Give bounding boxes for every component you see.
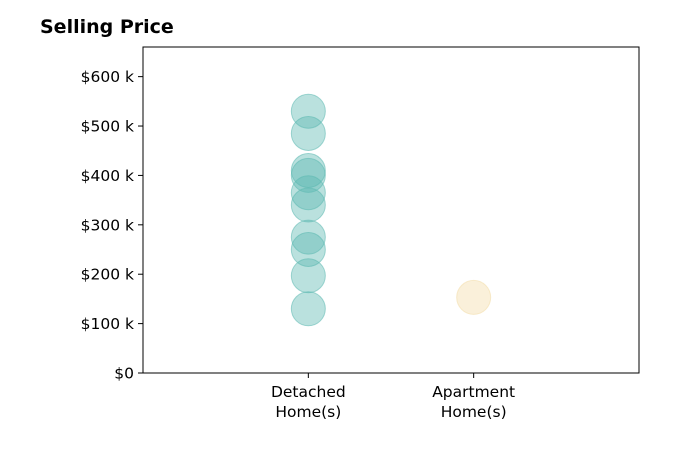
x-tick-label: Apartment xyxy=(432,383,515,401)
data-point xyxy=(290,93,326,129)
y-axis: $0 $100 k $200 k $300 k $400 k $500 k $600 k xyxy=(81,68,143,383)
x-axis: Detached Home(s) Apartment Home(s) xyxy=(271,373,515,421)
y-tick-label: $300 k xyxy=(81,216,134,234)
data-point xyxy=(290,232,326,268)
data-point xyxy=(290,115,326,151)
x-tick-label: Home(s) xyxy=(441,403,507,421)
y-tick-label: $200 k xyxy=(81,266,134,284)
y-tick-label: $500 k xyxy=(81,118,134,136)
data-point xyxy=(290,291,326,327)
data-point xyxy=(290,258,326,294)
data-points xyxy=(290,93,492,327)
y-tick-label: $0 xyxy=(114,365,134,383)
data-point xyxy=(456,279,492,315)
data-point xyxy=(290,157,326,193)
data-point xyxy=(290,152,326,188)
x-tick-label: Home(s) xyxy=(275,403,341,421)
data-point xyxy=(290,187,326,223)
y-tick-label: $600 k xyxy=(81,68,134,86)
chart-title: Selling Price xyxy=(40,16,174,38)
data-point xyxy=(290,219,326,255)
x-tick-label: Detached xyxy=(271,383,346,401)
plot-frame xyxy=(142,46,640,374)
y-tick-label: $400 k xyxy=(81,167,134,185)
y-tick-label: $100 k xyxy=(81,315,134,333)
